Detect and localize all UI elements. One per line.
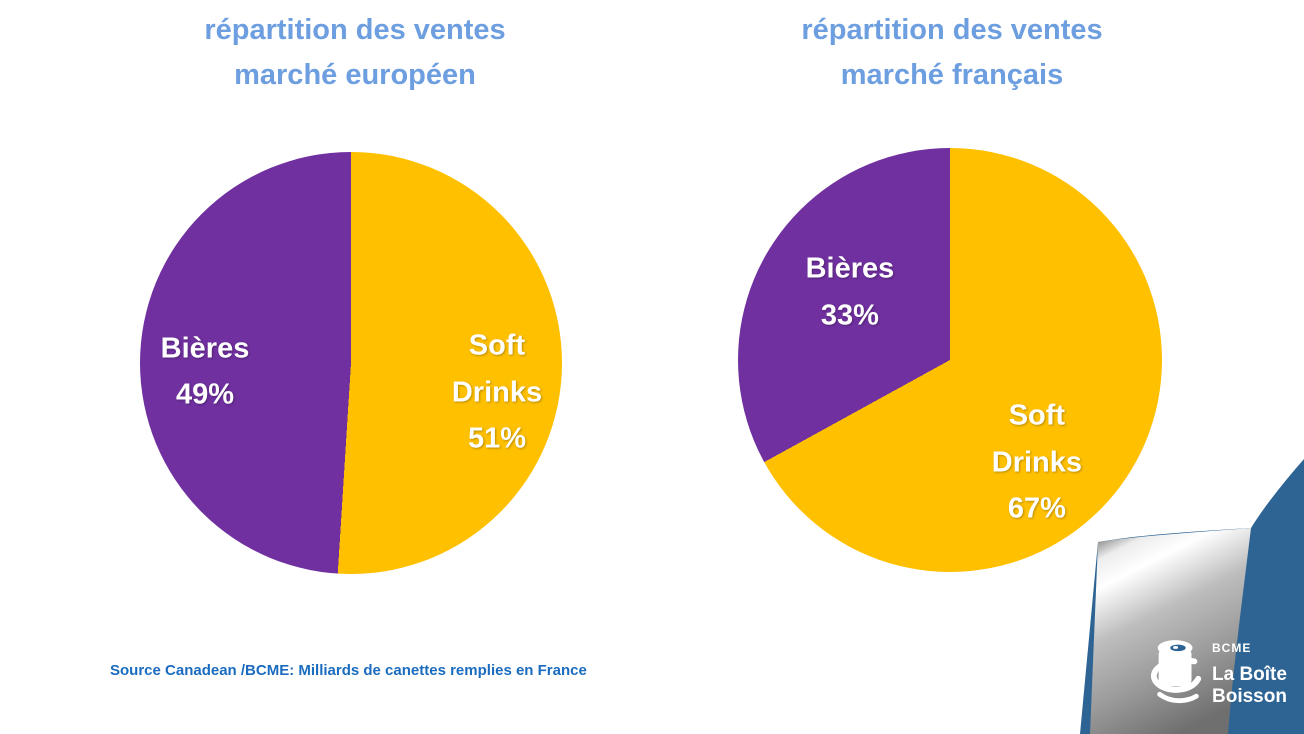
slice-label-bieres-european: Bières 49% [160,332,250,411]
pie-chart-french-market: Bières 33% Soft Drinks 67% [738,148,1162,572]
brand-text: BCME La Boîte Boisson [1212,634,1287,708]
slice-label-soft-drinks-french: Soft Drinks 67% [991,399,1083,525]
pie-chart-european-market: Bières 49% Soft Drinks 51% [140,152,562,574]
can-icon [1151,640,1202,704]
brand-logo: BCME La Boîte Boisson [1148,634,1298,724]
source-note: Source Canadean /BCME: Milliards de cane… [110,662,587,679]
brand-line-2: Boisson [1212,685,1287,707]
chart-title-french-market: répartition des ventes marché français [801,14,1103,91]
brand-line-1: La Boîte [1212,664,1287,685]
chart-title-european-market: répartition des ventes marché européen [204,14,506,91]
slice-label-soft-drinks-european: Soft Drinks 51% [451,329,543,455]
slice-label-bieres-french: Bières 33% [805,252,895,332]
brand-company: BCME [1212,641,1252,655]
